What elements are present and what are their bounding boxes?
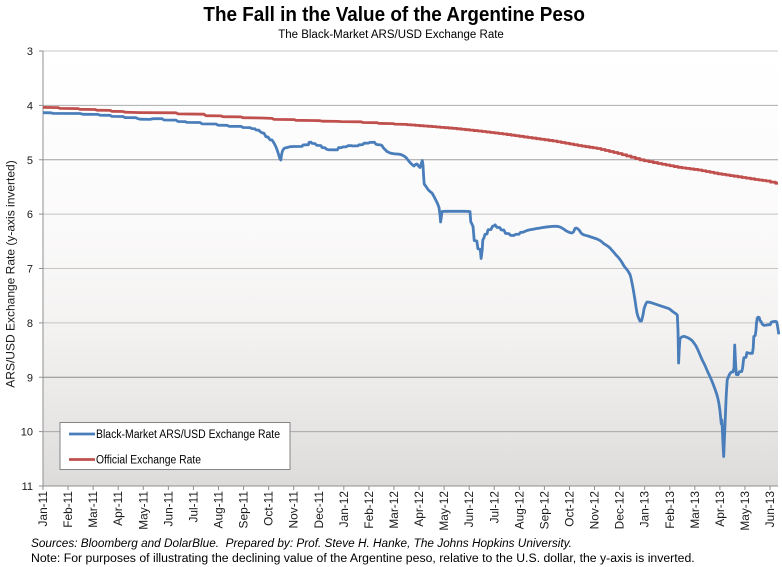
svg-text:Apr-13: Apr-13: [713, 491, 727, 527]
svg-text:3: 3: [27, 46, 33, 58]
svg-text:Apr-12: Apr-12: [412, 491, 426, 527]
svg-text:Sep-12: Sep-12: [537, 491, 551, 530]
svg-text:Nov-12: Nov-12: [588, 491, 602, 530]
svg-text:May-12: May-12: [437, 491, 451, 531]
svg-text:Feb-12: Feb-12: [362, 491, 376, 529]
svg-text:Jan-11: Jan-11: [36, 491, 50, 527]
svg-text:Jul-11: Jul-11: [186, 491, 200, 523]
svg-text:11: 11: [22, 481, 33, 493]
svg-text:Apr-11: Apr-11: [111, 491, 125, 526]
svg-text:Jun-12: Jun-12: [462, 491, 476, 528]
svg-text:Jan-13: Jan-13: [638, 491, 652, 528]
svg-text:ARS/USD Exchange Rate (y-axis: ARS/USD Exchange Rate (y-axis inverted): [4, 160, 18, 387]
svg-text:Jun-11: Jun-11: [161, 491, 175, 527]
svg-text:7: 7: [27, 264, 33, 276]
svg-text:Mar-11: Mar-11: [86, 491, 100, 528]
svg-text:Jan-12: Jan-12: [337, 491, 351, 528]
svg-text:10: 10: [21, 427, 33, 439]
svg-text:5: 5: [27, 155, 33, 167]
svg-text:Dec-11: Dec-11: [312, 491, 326, 529]
svg-text:Jul-12: Jul-12: [487, 491, 501, 524]
svg-text:Oct-12: Oct-12: [562, 491, 576, 527]
svg-text:Dec-12: Dec-12: [613, 491, 627, 530]
svg-text:Feb-11: Feb-11: [61, 491, 75, 528]
svg-text:6: 6: [27, 209, 33, 221]
svg-text:Jun-13: Jun-13: [763, 491, 777, 528]
svg-text:Sep-11: Sep-11: [237, 491, 251, 529]
svg-text:Mar-12: Mar-12: [387, 491, 401, 529]
svg-text:Official Exchange Rate: Official Exchange Rate: [96, 455, 201, 467]
svg-text:Oct-11: Oct-11: [262, 491, 276, 526]
svg-text:Feb-13: Feb-13: [663, 491, 677, 529]
svg-text:Aug-12: Aug-12: [512, 491, 526, 530]
svg-text:May-13: May-13: [738, 491, 752, 531]
svg-text:May-11: May-11: [136, 491, 150, 530]
svg-text:Black-Market ARS/USD Exchange: Black-Market ARS/USD Exchange Rate: [96, 429, 280, 441]
svg-text:4: 4: [27, 100, 33, 112]
svg-text:8: 8: [27, 318, 33, 330]
svg-text:Nov-11: Nov-11: [287, 491, 301, 529]
svg-text:9: 9: [27, 372, 33, 384]
svg-text:Mar-13: Mar-13: [688, 491, 702, 529]
svg-text:Aug-11: Aug-11: [211, 491, 225, 529]
